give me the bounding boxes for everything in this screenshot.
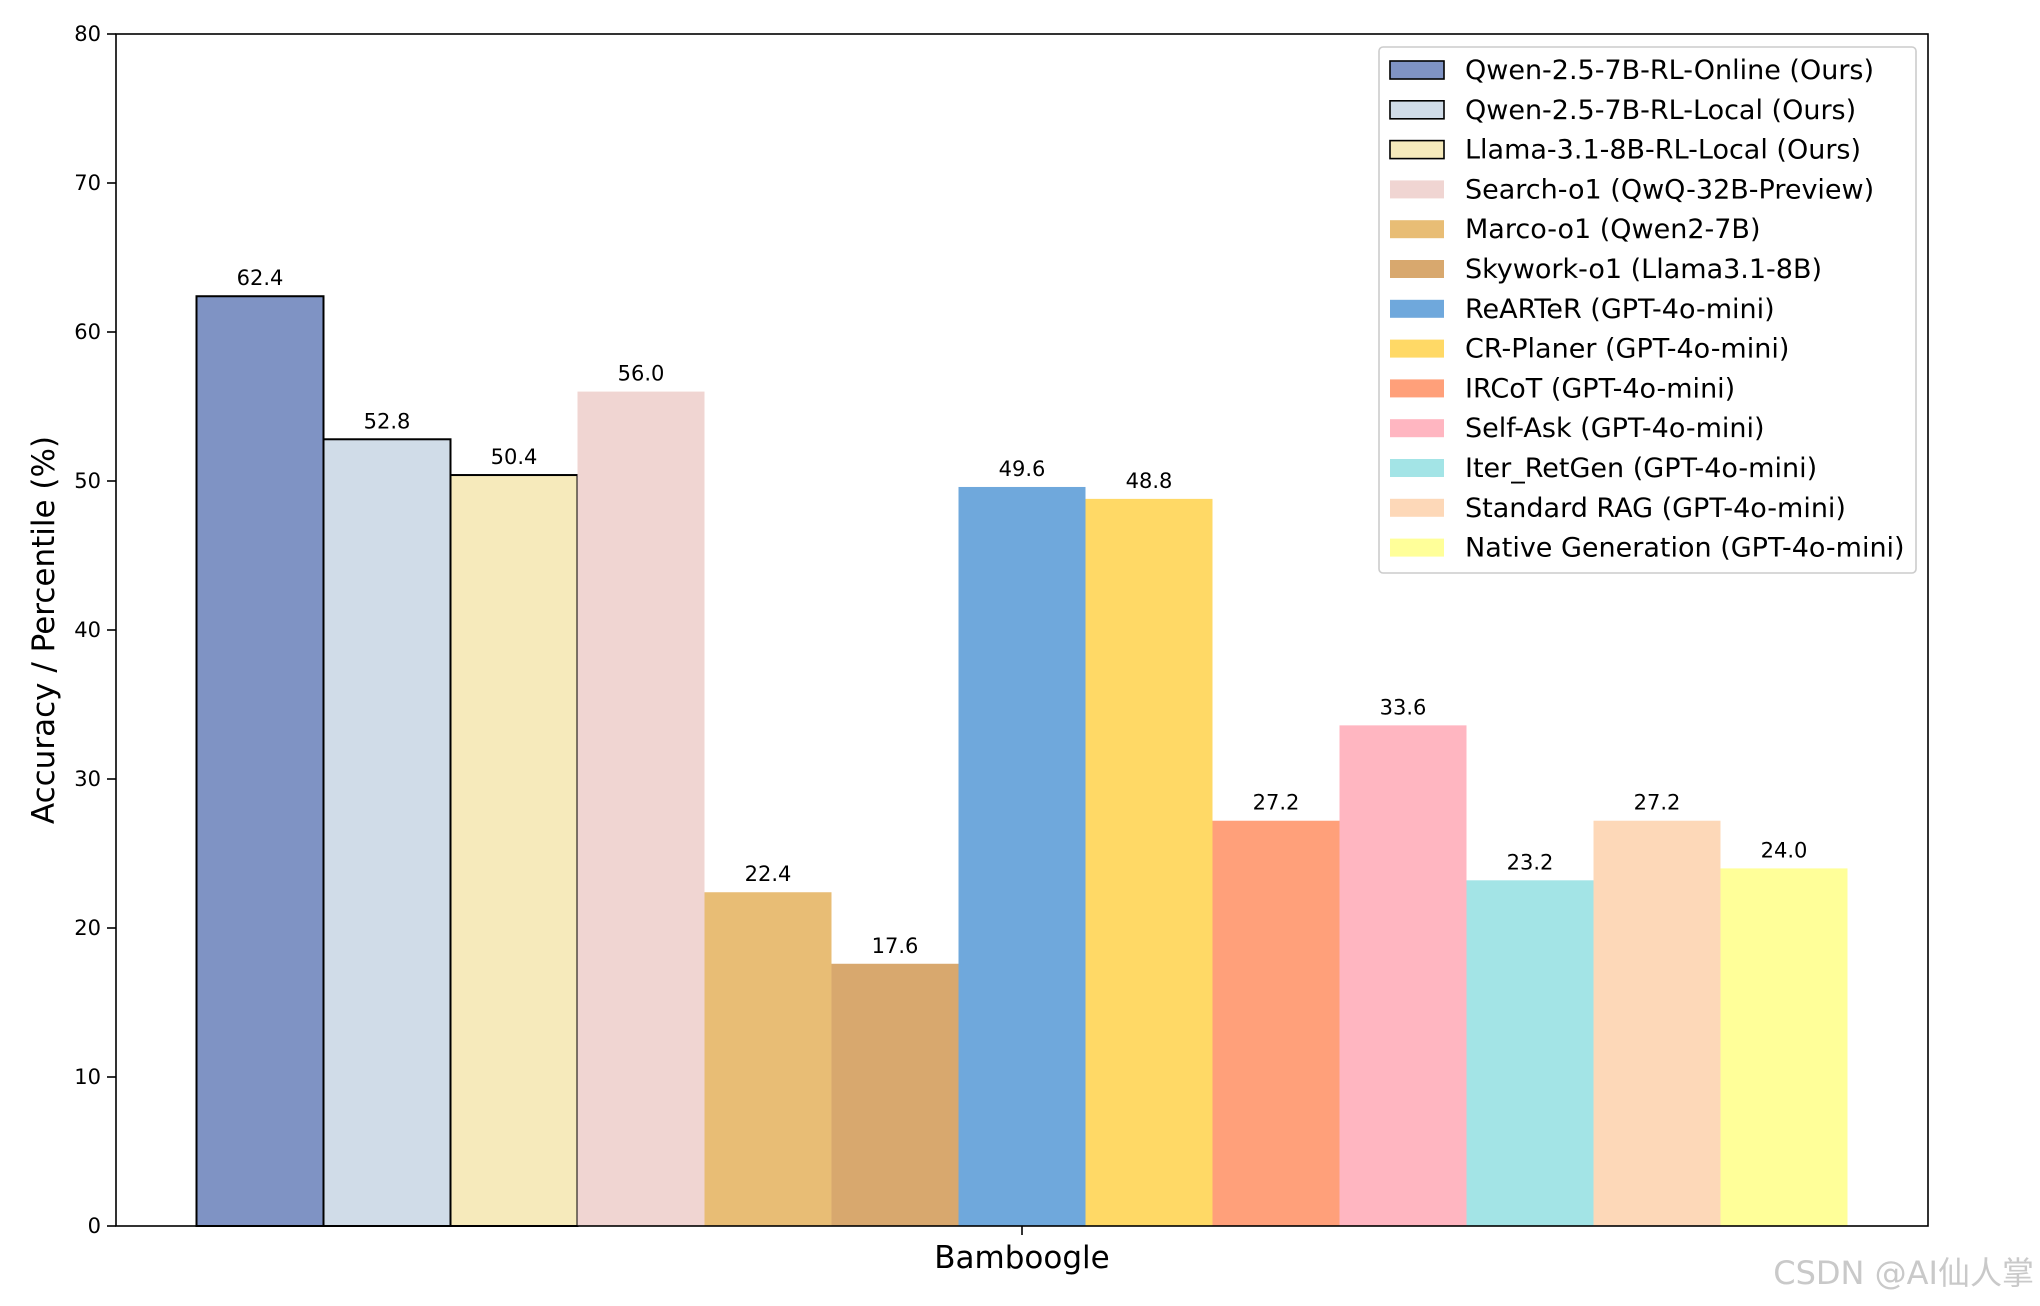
x-axis: Bamboogle bbox=[934, 1226, 1110, 1276]
bar-3 bbox=[449, 474, 579, 1228]
bar-2 bbox=[322, 438, 452, 1227]
legend-frame bbox=[1378, 46, 1917, 574]
legend-swatch bbox=[1390, 339, 1444, 358]
bar-13 bbox=[1720, 868, 1848, 1226]
legend-entry: Llama-3.1-8B-RL-Local (Ours) bbox=[1465, 135, 1861, 166]
y-tick-label: 60 bbox=[74, 320, 101, 344]
legend-swatch bbox=[1390, 299, 1444, 318]
legend-entry: Iter_RetGen (GPT-4o-mini) bbox=[1465, 453, 1817, 484]
y-tick-label: 20 bbox=[74, 916, 101, 940]
bar-value-label: 49.6 bbox=[999, 457, 1046, 481]
bar-value-label: 50.4 bbox=[491, 445, 538, 469]
legend-entry: CR-Planer (GPT-4o-mini) bbox=[1465, 334, 1789, 365]
legend-entry: Native Generation (GPT-4o-mini) bbox=[1465, 533, 1905, 564]
bar-value-label: 27.2 bbox=[1253, 791, 1300, 815]
y-axis-label: Accuracy / Percentile (%) bbox=[26, 436, 62, 824]
bar-value-label: 33.6 bbox=[1380, 695, 1427, 719]
legend-entry: IRCoT (GPT-4o-mini) bbox=[1465, 373, 1735, 404]
bar-value-label: 22.4 bbox=[745, 862, 792, 886]
bar-value-label: 27.2 bbox=[1634, 791, 1681, 815]
legend-entry: Skywork-o1 (Llama3.1-8B) bbox=[1465, 254, 1822, 285]
bar-value-label: 17.6 bbox=[872, 934, 919, 958]
legend-swatch bbox=[1390, 260, 1444, 278]
bar-1 bbox=[195, 295, 325, 1227]
legend-entry: Qwen-2.5-7B-RL-Online (Ours) bbox=[1465, 55, 1874, 86]
y-tick-label: 70 bbox=[74, 171, 101, 195]
bars-layer bbox=[195, 295, 1848, 1228]
legend-entry: Self-Ask (GPT-4o-mini) bbox=[1465, 413, 1765, 444]
legend-entry: Marco-o1 (Qwen2-7B) bbox=[1465, 214, 1760, 245]
y-tick-label: 0 bbox=[88, 1214, 101, 1238]
legend-swatch bbox=[1390, 180, 1444, 199]
watermark: CSDN @AI仙人掌 bbox=[1773, 1254, 2034, 1292]
bar-5 bbox=[704, 892, 832, 1226]
y-tick-label: 30 bbox=[74, 767, 101, 791]
bar-value-label: 24.0 bbox=[1761, 838, 1808, 862]
bar-8 bbox=[1085, 498, 1213, 1226]
y-tick-label: 40 bbox=[74, 618, 101, 642]
bar-12 bbox=[1593, 820, 1721, 1226]
y-tick-label: 10 bbox=[74, 1065, 101, 1089]
bar-9 bbox=[1212, 820, 1340, 1226]
bar-4 bbox=[577, 391, 705, 1227]
legend: Qwen-2.5-7B-RL-Online (Ours) Qwen-2.5-7B-… bbox=[1378, 46, 1917, 574]
bar-value-label: 48.8 bbox=[1126, 469, 1173, 493]
bar-value-label: 23.2 bbox=[1507, 850, 1554, 874]
legend-swatch bbox=[1390, 538, 1444, 557]
bar-value-label: 62.4 bbox=[237, 266, 284, 290]
y-tick-label: 50 bbox=[74, 469, 101, 493]
legend-swatch bbox=[1390, 498, 1444, 517]
bar-6 bbox=[831, 963, 959, 1226]
bar-10 bbox=[1339, 725, 1467, 1226]
bar-labels-layer: 62.4 52.8 50.4 56.0 22.4 17.6 49.6 48.8 27.2 33.6… bbox=[237, 266, 1808, 958]
bar-7 bbox=[958, 486, 1086, 1227]
legend-swatch bbox=[1389, 139, 1445, 160]
bar-value-label: 56.0 bbox=[618, 362, 665, 386]
legend-entry: Qwen-2.5-7B-RL-Local (Ours) bbox=[1465, 95, 1856, 126]
y-tick-label: 80 bbox=[74, 22, 101, 46]
x-tick-label: Bamboogle bbox=[934, 1240, 1109, 1276]
legend-swatch bbox=[1390, 419, 1444, 438]
bar-value-label: 52.8 bbox=[364, 409, 411, 433]
legend-swatch bbox=[1389, 60, 1445, 80]
legend-entry: Search-o1 (QwQ-32B-Preview) bbox=[1465, 174, 1874, 205]
legend-entry: Standard RAG (GPT-4o-mini) bbox=[1465, 493, 1846, 524]
y-axis: 0 10 20 30 40 50 60 70 80 bbox=[74, 22, 116, 1238]
legend-swatch bbox=[1389, 100, 1445, 120]
legend-swatch bbox=[1390, 220, 1444, 239]
legend-swatch bbox=[1390, 459, 1444, 477]
legend-entry: ReARTeR (GPT-4o-mini) bbox=[1465, 294, 1775, 325]
bar-11 bbox=[1466, 880, 1594, 1226]
legend-swatch bbox=[1390, 379, 1444, 398]
